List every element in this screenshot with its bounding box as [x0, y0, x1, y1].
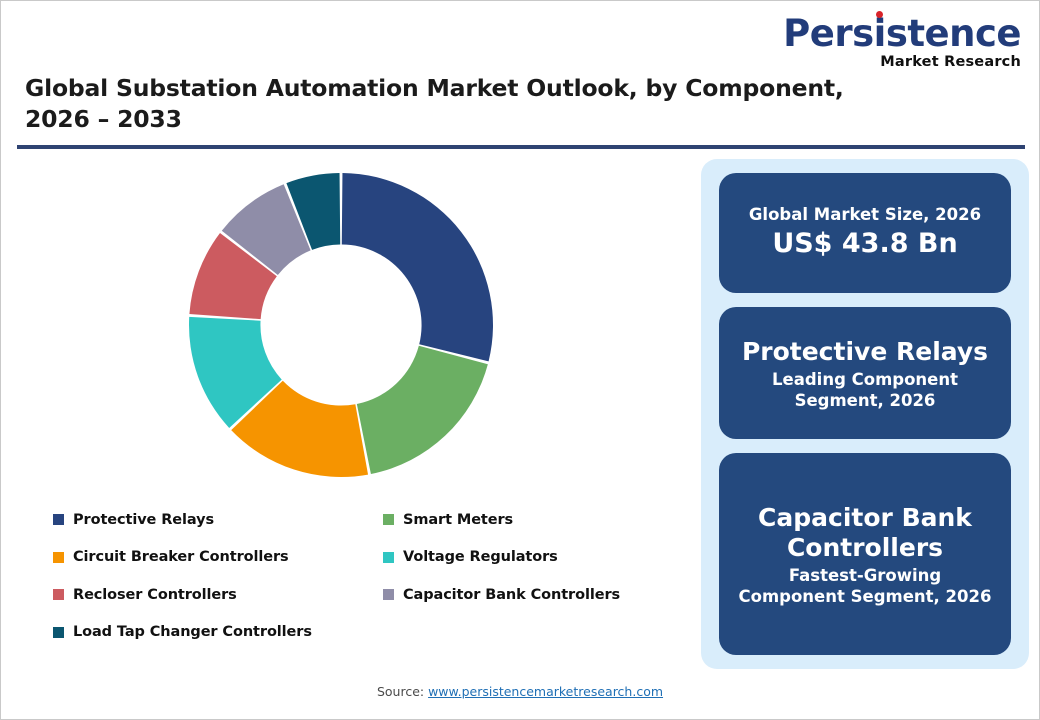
donut-chart-svg [189, 173, 493, 477]
stat-card-fastest-growing-segment: Capacitor Bank Controllers Fastest-Growi… [719, 453, 1011, 655]
legend-item-label: Voltage Regulators [403, 549, 558, 566]
legend-item-label: Capacitor Bank Controllers [403, 586, 621, 603]
chart-legend: Protective Relays Smart Meters Circuit Bre… [53, 501, 693, 651]
donut-segment [286, 173, 341, 250]
donut-chart [23, 159, 673, 489]
donut-segment [221, 184, 311, 276]
stat-card-headline: Protective Relays [741, 336, 989, 366]
page-title: Global Substation Automation Market Outl… [25, 73, 905, 136]
stat-card-leading-segment: Protective Relays Leading Component Segm… [719, 307, 1011, 439]
legend-swatch-icon [53, 589, 64, 601]
legend-swatch-icon [383, 551, 394, 563]
legend-item: Capacitor Bank Controllers [383, 587, 683, 603]
stat-card-headline: US$ 43.8 Bn [772, 228, 958, 260]
page-title-line-2: 2026 – 2033 [25, 105, 182, 134]
stat-card-sub: Fastest-Growing Component Segment, 2026 [738, 565, 992, 606]
donut-segment [231, 380, 369, 477]
legend-item: Recloser Controllers [53, 587, 383, 603]
stats-panel: Global Market Size, 2026 US$ 43.8 Bn Pro… [701, 159, 1029, 669]
legend-item-label: Load Tap Changer Controllers [73, 624, 312, 641]
brand-logo: Persistence Market Research [783, 11, 1021, 70]
brand-name: Persistence [783, 11, 1021, 55]
brand-dot-icon [876, 11, 884, 18]
legend-swatch-icon [53, 626, 64, 638]
stat-card-kicker: Global Market Size, 2026 [748, 205, 982, 225]
legend-item-label: Recloser Controllers [73, 586, 237, 603]
legend-swatch-icon [383, 589, 394, 601]
source-note: Source: www.persistencemarketresearch.co… [1, 684, 1039, 699]
donut-segment [189, 316, 282, 428]
legend-swatch-icon [383, 514, 394, 526]
legend-item: Voltage Regulators [383, 549, 683, 565]
donut-segment [356, 345, 488, 475]
legend-swatch-icon [53, 514, 64, 526]
legend-swatch-icon [53, 551, 64, 563]
donut-segment [341, 173, 493, 362]
brand-tagline: Market Research [880, 54, 1021, 70]
legend-item: Circuit Breaker Controllers [53, 549, 383, 565]
legend-item: Load Tap Changer Controllers [53, 624, 383, 640]
stat-card-headline: Capacitor Bank Controllers [758, 502, 972, 562]
legend-item-label: Circuit Breaker Controllers [73, 549, 289, 566]
source-link[interactable]: www.persistencemarketresearch.com [428, 684, 664, 699]
legend-item: Protective Relays [53, 512, 383, 528]
legend-item: Smart Meters [383, 512, 683, 528]
header-divider [17, 145, 1025, 149]
legend-item-label: Protective Relays [73, 511, 215, 528]
page-title-line-1: Global Substation Automation Market Outl… [25, 74, 844, 102]
legend-item-label: Smart Meters [403, 511, 514, 528]
donut-segment [189, 232, 277, 320]
brand-name-text: Persistence [783, 12, 1021, 55]
stat-card-sub: Leading Component Segment, 2026 [772, 369, 958, 410]
source-label: Source: [376, 684, 429, 699]
stat-card-market-size: Global Market Size, 2026 US$ 43.8 Bn [719, 173, 1011, 293]
